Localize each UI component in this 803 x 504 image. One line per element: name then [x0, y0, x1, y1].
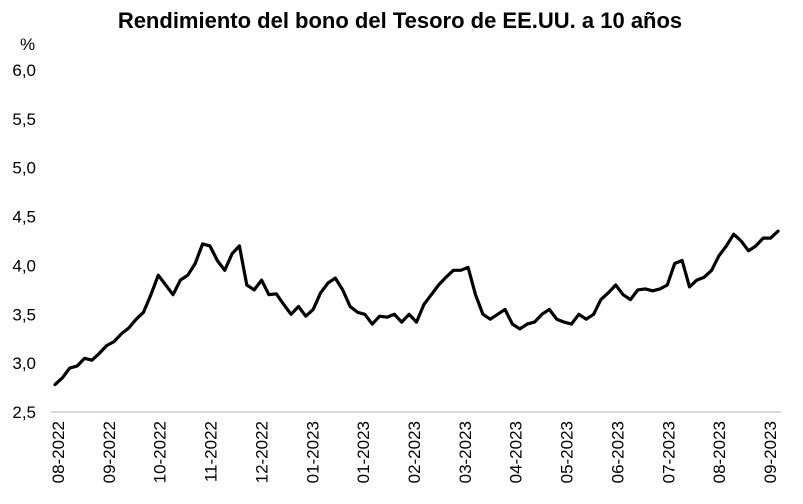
series-layer: [53, 229, 780, 387]
x-tick-label: 02-2023: [405, 421, 424, 483]
x-axis-ticks: 08-2022 09-2022 10-2022 11-2022 12-2022 01-20…: [49, 421, 780, 483]
x-tick-label: 12-2022: [252, 421, 271, 483]
x-tick-label: 01-2023: [354, 421, 373, 483]
x-tick-label: 10-2022: [151, 421, 170, 483]
x-tick-label: 04-2023: [507, 421, 526, 483]
y-tick-label: 4,5: [12, 208, 36, 227]
y-tick-label: 3,5: [12, 305, 36, 324]
x-tick-label: 08-2023: [710, 421, 729, 483]
y-tick-label: 5,5: [12, 110, 36, 129]
y-tick-label: 5,0: [12, 159, 36, 178]
y-axis-ticks: 2,5 3,0 3,5 4,0 4,5 5,0 5,5 6,0: [12, 61, 36, 422]
x-tick-label: 08-2022: [49, 421, 68, 483]
chart-title: Rendimiento del bono del Tesoro de EE.UU…: [118, 8, 682, 33]
y-tick-label: 2,5: [12, 403, 36, 422]
x-tick-label: 01-2023: [303, 421, 322, 483]
y-tick-label: 3,0: [12, 354, 36, 373]
x-tick-label: 09-2022: [100, 421, 119, 483]
x-tick-label: 11-2022: [202, 421, 221, 482]
y-axis-unit-label: %: [20, 35, 35, 54]
x-tick-label: 05-2023: [558, 421, 577, 483]
y-tick-label: 4,0: [12, 256, 36, 275]
series-line: [53, 229, 780, 387]
x-tick-label: 03-2023: [456, 421, 475, 483]
x-tick-label: 09-2023: [761, 421, 780, 483]
x-tick-label: 07-2023: [659, 421, 678, 483]
x-tick-label: 06-2023: [608, 421, 627, 483]
y-tick-label: 6,0: [12, 61, 36, 80]
